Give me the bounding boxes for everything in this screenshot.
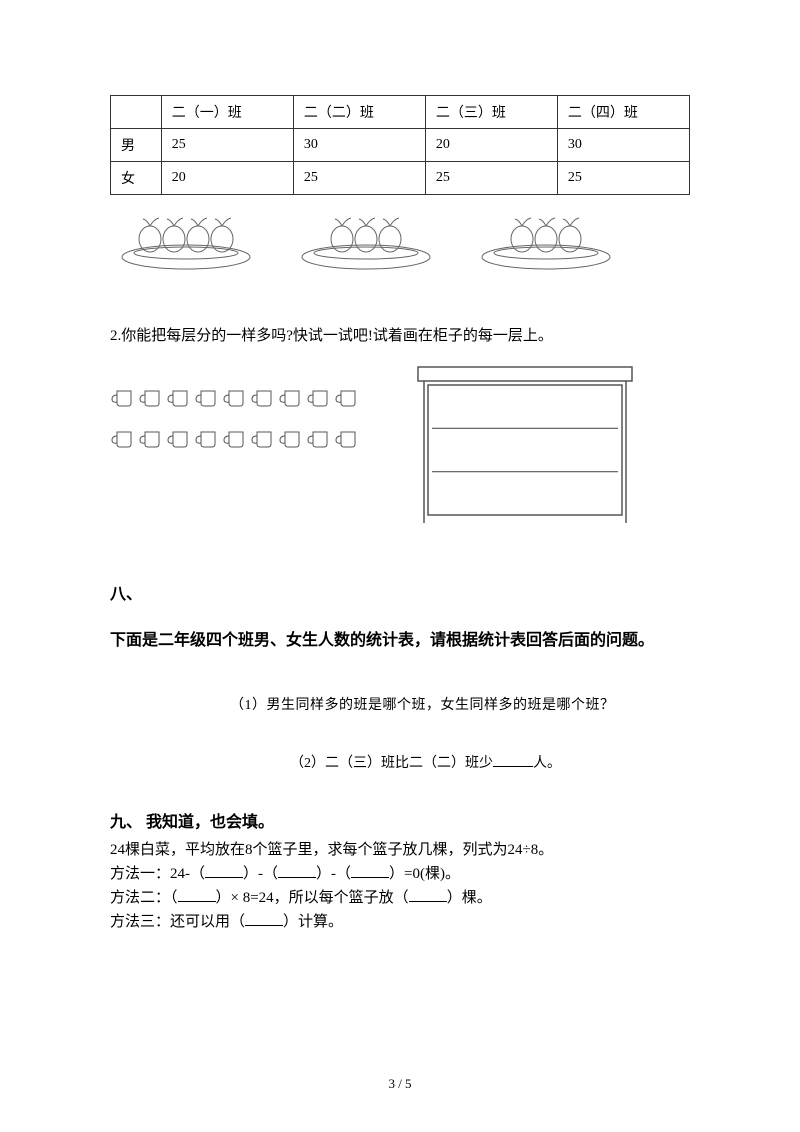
cup-icon — [166, 426, 192, 450]
cup-icon — [110, 385, 136, 409]
cup-icon — [194, 426, 220, 450]
s8q2-prefix: （2）二（三）班比二（二）班少 — [290, 756, 493, 771]
cup-row — [110, 385, 360, 414]
th-c2: 二（二）班 — [293, 96, 425, 129]
male-c3: 20 — [425, 129, 557, 162]
cup-row — [110, 426, 360, 455]
m3a: 方法三：还可以用（ — [110, 914, 245, 930]
cup-icon — [306, 426, 332, 450]
male-c1: 25 — [161, 129, 293, 162]
female-label: 女 — [111, 162, 162, 195]
cup-icon — [194, 385, 220, 409]
section8-q1: （1）男生同样多的班是哪个班，女生同样多的班是哪个班？ — [110, 694, 690, 714]
plate-icon — [476, 209, 616, 279]
cup-icon — [278, 426, 304, 450]
m2c: ）棵。 — [447, 890, 492, 906]
s9-method3: 方法三：还可以用（ ）计算。 — [110, 910, 690, 934]
m3b: ）计算。 — [283, 914, 343, 930]
male-label: 男 — [111, 129, 162, 162]
male-c4: 30 — [557, 129, 689, 162]
blank — [205, 866, 243, 878]
cup-icon — [278, 385, 304, 409]
table-row-male: 男 25 30 20 30 — [111, 129, 690, 162]
blank — [278, 866, 316, 878]
cup-icon — [166, 385, 192, 409]
cup-icon — [250, 385, 276, 409]
cup-icon — [250, 426, 276, 450]
male-c2: 30 — [293, 129, 425, 162]
m1a: 方法一：24-（ — [110, 866, 205, 882]
female-c2: 25 — [293, 162, 425, 195]
page-footer: 3 / 5 — [0, 1076, 800, 1092]
section8-heading: 八、 — [110, 580, 690, 604]
blank — [409, 890, 447, 902]
s9-line1: 24棵白菜，平均放在8个篮子里，求每个篮子放几棵，列式为24÷8。 — [110, 838, 690, 862]
m1c: ）-（ — [316, 866, 351, 882]
cabinet-icon — [410, 357, 640, 527]
m2b: ）× 8=24，所以每个篮子放（ — [216, 890, 409, 906]
section-9: 九、 我知道，也会填。 24棵白菜，平均放在8个篮子里，求每个篮子放几棵，列式为… — [110, 808, 690, 934]
cup-icon — [222, 385, 248, 409]
cabinet — [410, 357, 640, 532]
q2-text: 2.你能把每层分的一样多吗?快试一试吧!试着画在柜子的每一层上。 — [110, 324, 690, 345]
th-c1: 二（一）班 — [161, 96, 293, 129]
th-c4: 二（四）班 — [557, 96, 689, 129]
cups-block — [110, 385, 360, 455]
s9-method2: 方法二：（ ）× 8=24，所以每个篮子放（ ）棵。 — [110, 886, 690, 910]
section8-q2: （2）二（三）班比二（二）班少 人。 — [110, 752, 690, 772]
s9-method1: 方法一：24-（ ）-（ ）-（ ）=0(棵)。 — [110, 862, 690, 886]
th-blank — [111, 96, 162, 129]
m1d: ）=0(棵)。 — [389, 866, 460, 882]
cup-icon — [306, 385, 332, 409]
blank — [245, 914, 283, 926]
cup-icon — [138, 426, 164, 450]
m2a: 方法二：（ — [110, 890, 178, 906]
m1b: ）-（ — [243, 866, 278, 882]
cup-icon — [334, 426, 360, 450]
cup-icon — [110, 426, 136, 450]
section-8: 八、 下面是二年级四个班男、女生人数的统计表，请根据统计表回答后面的问题。 （1… — [110, 580, 690, 772]
cup-icon — [334, 385, 360, 409]
plate-icon — [296, 209, 436, 279]
blank — [351, 866, 389, 878]
female-c1: 20 — [161, 162, 293, 195]
s8q2-suffix: 人。 — [533, 756, 561, 771]
table-row-female: 女 20 25 25 25 — [111, 162, 690, 195]
plate-icon — [116, 209, 256, 279]
blank — [178, 890, 216, 902]
blank-fill — [493, 753, 533, 767]
section8-body: 下面是二年级四个班男、女生人数的统计表，请根据统计表回答后面的问题。 — [110, 622, 690, 660]
cup-icon — [138, 385, 164, 409]
class-stats-table: 二（一）班 二（二）班 二（三）班 二（四）班 男 25 30 20 30 女 … — [110, 95, 690, 195]
female-c4: 25 — [557, 162, 689, 195]
th-c3: 二（三）班 — [425, 96, 557, 129]
section9-heading: 九、 我知道，也会填。 — [110, 808, 690, 832]
q2-row — [110, 357, 690, 532]
cup-icon — [222, 426, 248, 450]
female-c3: 25 — [425, 162, 557, 195]
table-header-row: 二（一）班 二（二）班 二（三）班 二（四）班 — [111, 96, 690, 129]
plates-row — [116, 209, 690, 284]
